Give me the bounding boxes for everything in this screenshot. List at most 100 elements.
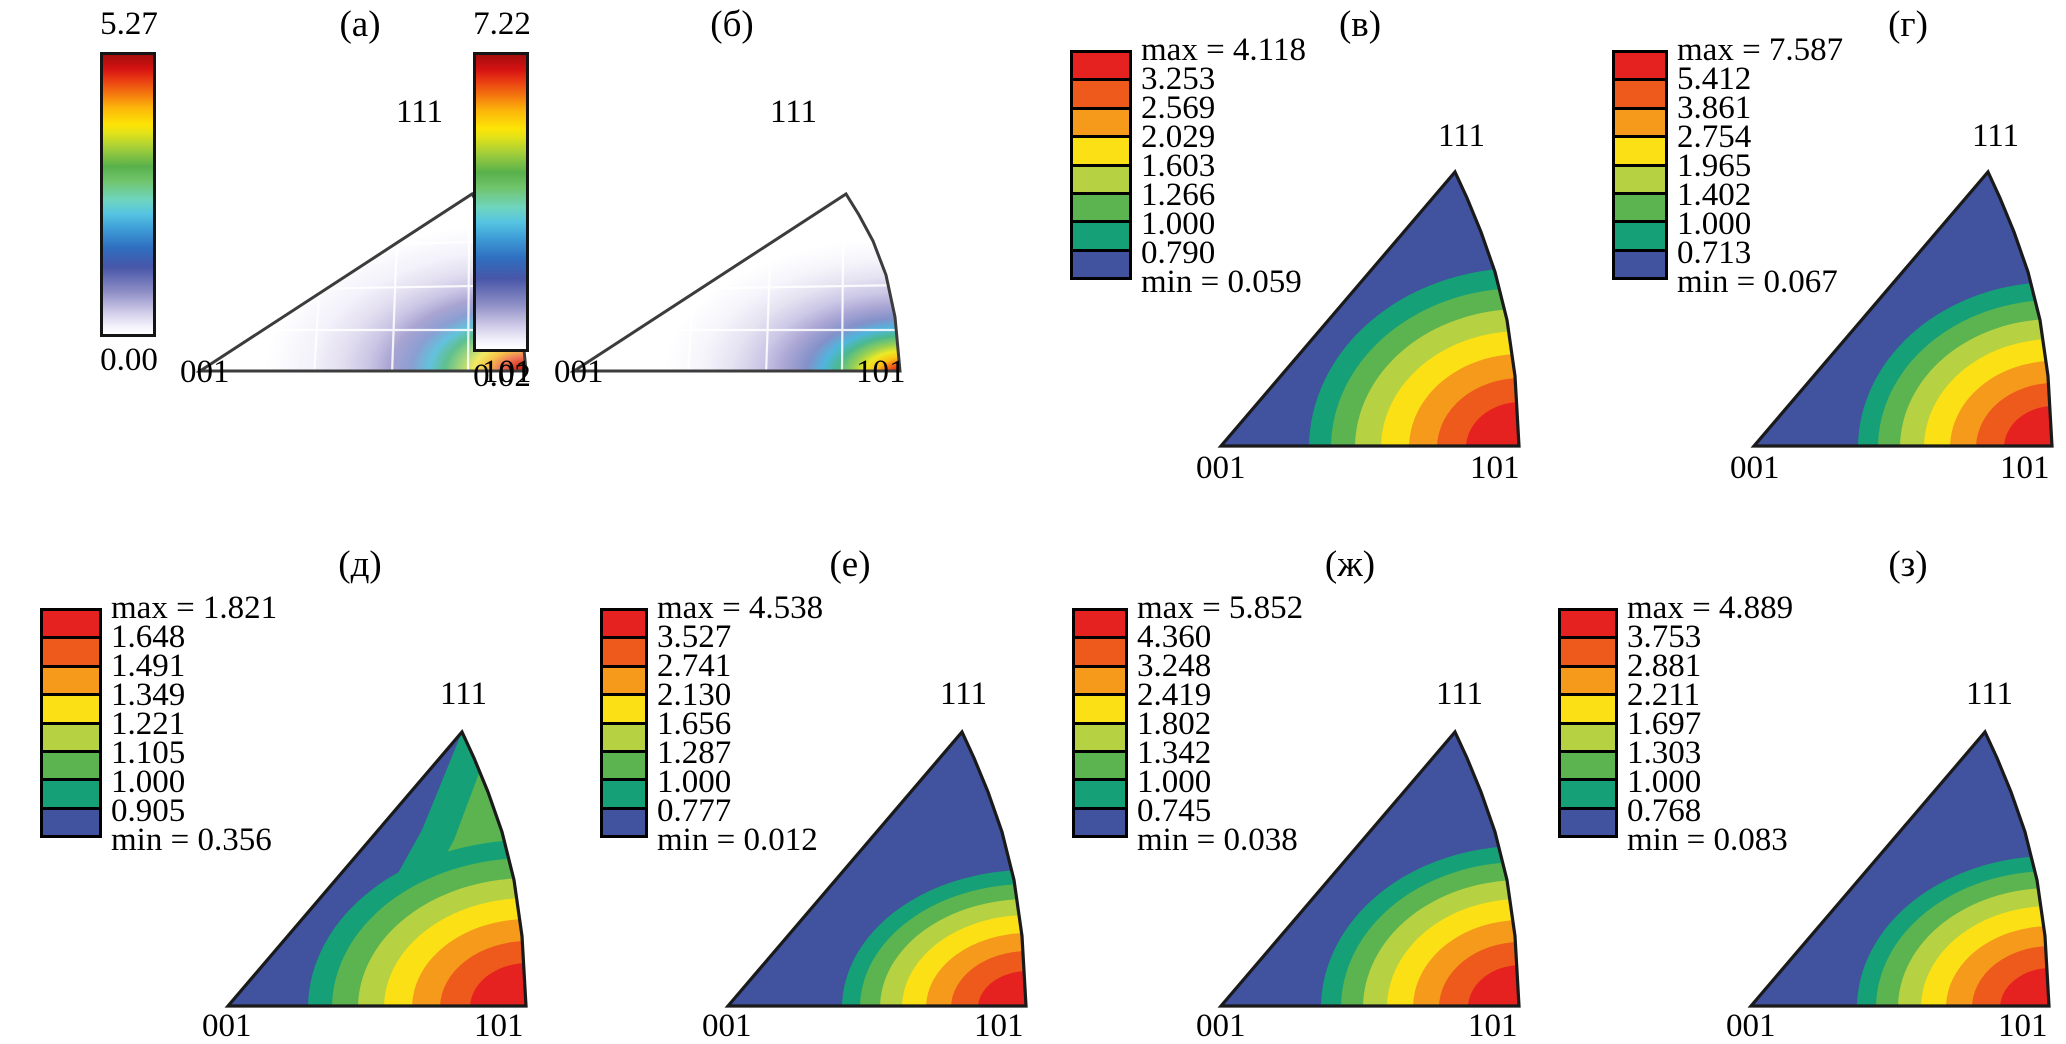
legend-swatch-blue bbox=[1075, 809, 1125, 835]
panel-a-label-001: 001 bbox=[180, 354, 230, 390]
panel-v-label-101: 101 bbox=[1470, 450, 1520, 486]
panel-b-label-101: 101 bbox=[856, 354, 906, 390]
panel-d-label-101: 101 bbox=[474, 1008, 524, 1044]
panel-v-legend-level-5: 1.266 bbox=[1141, 177, 1216, 213]
panel-z-legend-level-7: 0.768 bbox=[1627, 793, 1702, 829]
panel-zh-legend-max: max = 5.852 bbox=[1137, 590, 1304, 626]
panel-d-caption: (д) bbox=[338, 544, 382, 585]
panel-v-legend-min: min = 0.059 bbox=[1141, 264, 1302, 300]
panel-v-legend-level-7: 0.790 bbox=[1141, 235, 1216, 271]
panel-e-legend-swatches bbox=[600, 608, 648, 838]
panel-zh-caption: (ж) bbox=[1324, 544, 1376, 585]
legend-swatch-orange bbox=[1075, 667, 1125, 697]
panel-g-ipf-triangle bbox=[1748, 160, 2066, 450]
legend-swatch-orange bbox=[1073, 109, 1129, 139]
panel-v-ipf-triangle bbox=[1215, 160, 1535, 450]
panel-e-label-101: 101 bbox=[974, 1008, 1024, 1044]
legend-swatch-orange-dark bbox=[43, 639, 99, 668]
panel-b-colorbar-min: 0.02 bbox=[473, 358, 531, 394]
panel-zh-legend-level-2: 3.248 bbox=[1137, 648, 1212, 684]
panel-e-legend-level-1: 3.527 bbox=[657, 619, 732, 655]
legend-swatch-yellow-green bbox=[1615, 166, 1665, 195]
panel-e-legend-level-3: 2.130 bbox=[657, 677, 732, 713]
panel-z-legend: max = 4.889 3.753 2.881 2.211 1.697 1.30… bbox=[1558, 592, 1877, 857]
legend-swatch-orange bbox=[603, 667, 645, 697]
panel-g-legend: max = 7.587 5.412 3.861 2.754 1.965 1.40… bbox=[1612, 34, 1927, 299]
panel-v-legend: max = 4.118 3.253 2.569 2.029 1.603 1.26… bbox=[1070, 34, 1391, 299]
legend-swatch-green bbox=[1075, 752, 1125, 782]
panel-g-caption: (г) bbox=[1888, 4, 1928, 45]
legend-swatch-blue bbox=[1561, 809, 1615, 835]
legend-swatch-red bbox=[1073, 53, 1129, 82]
panel-d-legend-swatches bbox=[40, 608, 102, 838]
legend-swatch-yellow bbox=[1561, 696, 1615, 725]
panel-v-legend-max: max = 4.118 bbox=[1141, 32, 1306, 68]
panel-g-legend-swatches bbox=[1612, 50, 1668, 280]
legend-swatch-green bbox=[603, 752, 645, 782]
panel-d-legend-level-2: 1.491 bbox=[111, 648, 186, 684]
legend-swatch-orange bbox=[1561, 667, 1615, 697]
panel-g-legend-level-1: 5.412 bbox=[1677, 61, 1752, 97]
panel-v-legend-level-6: 1.000 bbox=[1141, 206, 1216, 242]
legend-swatch-blue bbox=[603, 809, 645, 835]
panel-zh-legend-level-5: 1.342 bbox=[1137, 735, 1212, 771]
panel-g-legend-level-6: 1.000 bbox=[1677, 206, 1752, 242]
panel-z-legend-max: max = 4.889 bbox=[1627, 590, 1794, 626]
panel-zh-legend-swatches bbox=[1072, 608, 1128, 838]
legend-swatch-yellow bbox=[603, 696, 645, 725]
panel-zh-legend-level-7: 0.745 bbox=[1137, 793, 1212, 829]
panel-zh-label-001: 001 bbox=[1196, 1008, 1246, 1044]
panel-b-colorbar: 7.22 0.02 bbox=[437, 8, 567, 393]
legend-swatch-teal bbox=[1073, 223, 1129, 252]
legend-swatch-blue bbox=[1073, 251, 1129, 277]
panel-d-legend-level-7: 0.905 bbox=[111, 793, 186, 829]
legend-swatch-red bbox=[603, 611, 645, 640]
legend-swatch-orange-dark bbox=[1073, 81, 1129, 110]
panel-a-label-101: 101 bbox=[482, 354, 532, 390]
panel-b-colorbar-gradient bbox=[473, 52, 529, 352]
legend-swatch-orange-dark bbox=[1615, 81, 1665, 110]
panel-zh-legend-min: min = 0.038 bbox=[1137, 822, 1298, 858]
panel-b-caption: (б) bbox=[710, 4, 754, 45]
panel-zh-label-111: 111 bbox=[1436, 676, 1484, 712]
panel-v-label-111: 111 bbox=[1438, 118, 1486, 154]
panel-a-colorbar: 5.27 0.00 bbox=[64, 8, 194, 378]
panel-zh-ipf-triangle bbox=[1215, 720, 1535, 1010]
panel-zh-legend: max = 5.852 4.360 3.248 2.419 1.802 1.34… bbox=[1072, 592, 1387, 857]
panel-e-legend-max: max = 4.538 bbox=[657, 590, 824, 626]
panel-a-caption: (а) bbox=[339, 4, 381, 45]
legend-swatch-yellow-green bbox=[1561, 724, 1615, 753]
legend-swatch-red bbox=[1561, 611, 1615, 640]
panel-b-colorbar-max: 7.22 bbox=[473, 6, 531, 42]
legend-swatch-teal bbox=[1615, 223, 1665, 252]
panel-v-caption: (в) bbox=[1338, 4, 1382, 45]
panel-z-legend-min: min = 0.083 bbox=[1627, 822, 1788, 858]
legend-swatch-teal bbox=[43, 781, 99, 810]
panel-d-legend-level-1: 1.648 bbox=[111, 619, 186, 655]
panel-g-legend-level-4: 1.965 bbox=[1677, 148, 1752, 184]
panel-e-caption: (е) bbox=[829, 544, 871, 585]
panel-e-label-001: 001 bbox=[702, 1008, 752, 1044]
panel-e-label-111: 111 bbox=[940, 676, 988, 712]
panel-g-label-001: 001 bbox=[1730, 450, 1780, 486]
panel-z-label-001: 001 bbox=[1726, 1008, 1776, 1044]
panel-g-legend-max: max = 7.587 bbox=[1677, 32, 1844, 68]
legend-swatch-yellow bbox=[1615, 138, 1665, 167]
legend-swatch-yellow bbox=[1073, 138, 1129, 167]
panel-zh-label-101: 101 bbox=[1468, 1008, 1518, 1044]
panel-z-legend-level-1: 3.753 bbox=[1627, 619, 1702, 655]
panel-d-legend-level-6: 1.000 bbox=[111, 764, 186, 800]
panel-g-label-111: 111 bbox=[1972, 118, 2020, 154]
panel-zh-legend-level-4: 1.802 bbox=[1137, 706, 1212, 742]
panel-z-legend-level-2: 2.881 bbox=[1627, 648, 1702, 684]
panel-g-legend-min: min = 0.067 bbox=[1677, 264, 1838, 300]
legend-swatch-yellow-green bbox=[603, 724, 645, 753]
panel-z-ipf-triangle bbox=[1745, 720, 2065, 1010]
panel-zh-legend-level-6: 1.000 bbox=[1137, 764, 1212, 800]
legend-swatch-orange-dark bbox=[1075, 639, 1125, 668]
panel-d-legend-level-3: 1.349 bbox=[111, 677, 186, 713]
panel-zh-legend-level-1: 4.360 bbox=[1137, 619, 1212, 655]
panel-z-label-111: 111 bbox=[1966, 676, 2014, 712]
panel-z-legend-swatches bbox=[1558, 608, 1618, 838]
legend-swatch-yellow-green bbox=[1073, 166, 1129, 195]
